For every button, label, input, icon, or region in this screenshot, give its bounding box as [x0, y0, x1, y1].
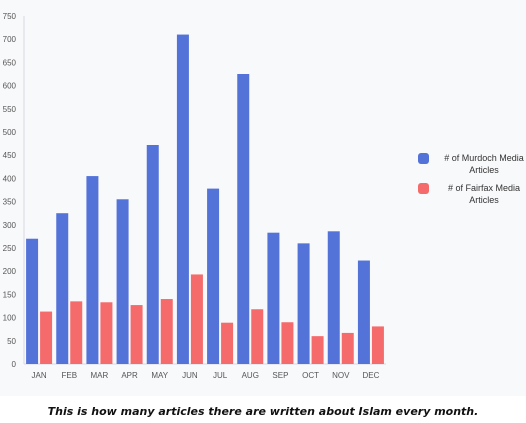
bar-murdoch-jun[interactable] [176, 34, 189, 365]
x-tick-label: SEP [272, 371, 288, 380]
bar-murdoch-jul[interactable] [207, 188, 220, 364]
bar-fairfax-jun[interactable] [190, 274, 203, 364]
bar-murdoch-feb[interactable] [56, 213, 69, 364]
y-tick-label: 250 [3, 244, 17, 253]
legend: # of Murdoch Media Articles # of Fairfax… [418, 152, 526, 212]
bar-murdoch-sep[interactable] [267, 232, 280, 364]
x-tick-label: NOV [332, 371, 350, 380]
y-tick-label: 150 [3, 290, 17, 299]
y-tick-label: 450 [3, 151, 17, 160]
x-tick-label: JUL [213, 371, 228, 380]
bar-murdoch-jan[interactable] [26, 238, 39, 364]
bar-fairfax-apr[interactable] [130, 305, 143, 364]
bar-murdoch-aug[interactable] [237, 74, 250, 364]
x-tick-label: JUN [182, 371, 198, 380]
x-tick-label: MAY [151, 371, 168, 380]
bar-murdoch-may[interactable] [146, 144, 159, 364]
y-tick-label: 0 [12, 360, 17, 369]
bar-fairfax-nov[interactable] [341, 332, 354, 364]
bar-chart: 0 50 100 150 200 250 300 350 400 450 500 550 600 650 7… [3, 12, 386, 380]
legend-item-fairfax[interactable]: # of Fairfax Media Articles [418, 182, 526, 206]
y-tick-label: 100 [3, 314, 17, 323]
y-tick-label: 650 [3, 58, 17, 67]
x-tick-label: AUG [242, 371, 259, 380]
bar-murdoch-nov[interactable] [327, 231, 340, 364]
legend-swatch-murdoch [418, 153, 429, 164]
y-tick-label: 750 [3, 12, 17, 21]
legend-swatch-fairfax [418, 183, 429, 194]
legend-item-murdoch[interactable]: # of Murdoch Media Articles [418, 152, 526, 176]
x-tick-label: DEC [362, 371, 379, 380]
bar-fairfax-jul[interactable] [221, 322, 234, 364]
y-tick-label: 600 [3, 82, 17, 91]
bar-fairfax-feb[interactable] [70, 301, 83, 364]
bar-murdoch-mar[interactable] [86, 176, 99, 364]
bar-fairfax-may[interactable] [160, 299, 173, 364]
bar-fairfax-oct[interactable] [311, 336, 324, 364]
bar-fairfax-jan[interactable] [40, 311, 53, 364]
legend-label-murdoch: # of Murdoch Media Articles [444, 153, 524, 175]
y-tick-label: 400 [3, 174, 17, 183]
y-tick-label: 700 [3, 35, 17, 44]
bar-murdoch-dec[interactable] [357, 260, 370, 364]
bar-murdoch-oct[interactable] [297, 243, 310, 364]
y-tick-label: 350 [3, 198, 17, 207]
chart-caption: This is how many articles there are writ… [47, 405, 479, 418]
bar-fairfax-aug[interactable] [251, 309, 264, 364]
y-tick-label: 50 [7, 337, 16, 346]
x-tick-label: MAR [91, 371, 109, 380]
bar-fairfax-mar[interactable] [100, 302, 113, 364]
bar-murdoch-apr[interactable] [116, 199, 129, 364]
x-tick-label: JAN [32, 371, 47, 380]
bar-fairfax-sep[interactable] [281, 322, 294, 364]
y-tick-label: 500 [3, 128, 17, 137]
y-tick-label: 300 [3, 221, 17, 230]
x-tick-label: FEB [61, 371, 77, 380]
y-tick-label: 550 [3, 105, 17, 114]
x-tick-label: OCT [302, 371, 319, 380]
bar-fairfax-dec[interactable] [371, 326, 384, 364]
legend-label-fairfax: # of Fairfax Media Articles [447, 183, 521, 205]
chart-panel: 0 50 100 150 200 250 300 350 400 450 500 550 600 650 7… [2, 12, 526, 380]
y-tick-label: 200 [3, 267, 17, 276]
x-tick-label: APR [121, 371, 138, 380]
